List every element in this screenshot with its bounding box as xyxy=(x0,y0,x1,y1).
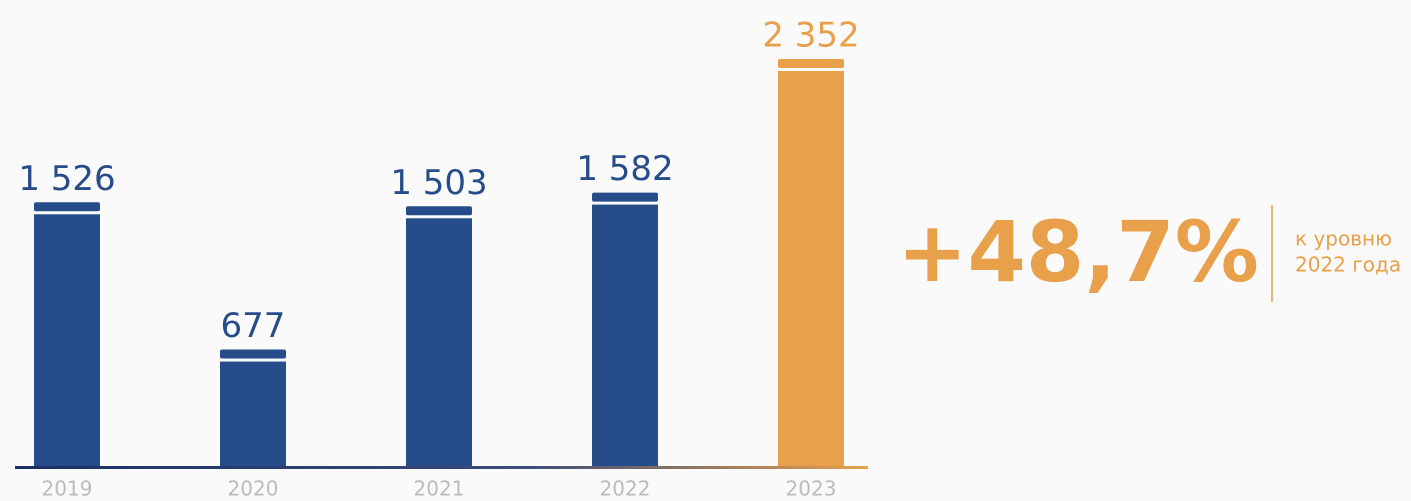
value-label: 1 503 xyxy=(390,163,487,203)
baseline xyxy=(15,466,868,469)
bar-cap xyxy=(220,349,286,359)
annotation-note: 2022 года xyxy=(1295,253,1401,277)
bar-cap xyxy=(778,59,844,68)
value-label: 677 xyxy=(221,306,286,346)
x-tick-label: 2022 xyxy=(600,477,651,501)
value-label: 1 582 xyxy=(576,149,673,189)
bar-cap xyxy=(34,202,100,212)
x-tick-label: 2019 xyxy=(42,477,93,501)
bar-cap xyxy=(406,206,472,216)
bar-cap xyxy=(592,192,658,202)
annotation: +48,7% xyxy=(897,203,1259,301)
bar xyxy=(778,71,844,467)
annotation-note: к уровню xyxy=(1295,227,1392,251)
bar xyxy=(220,361,286,467)
bar xyxy=(34,214,100,467)
bar xyxy=(406,218,472,467)
value-label: 1 526 xyxy=(18,159,115,199)
value-label: 2 352 xyxy=(762,16,859,56)
x-tick-label: 2021 xyxy=(414,477,465,501)
x-tick-label: 2023 xyxy=(786,477,837,501)
bar xyxy=(592,204,658,468)
x-tick-label: 2020 xyxy=(228,477,279,501)
